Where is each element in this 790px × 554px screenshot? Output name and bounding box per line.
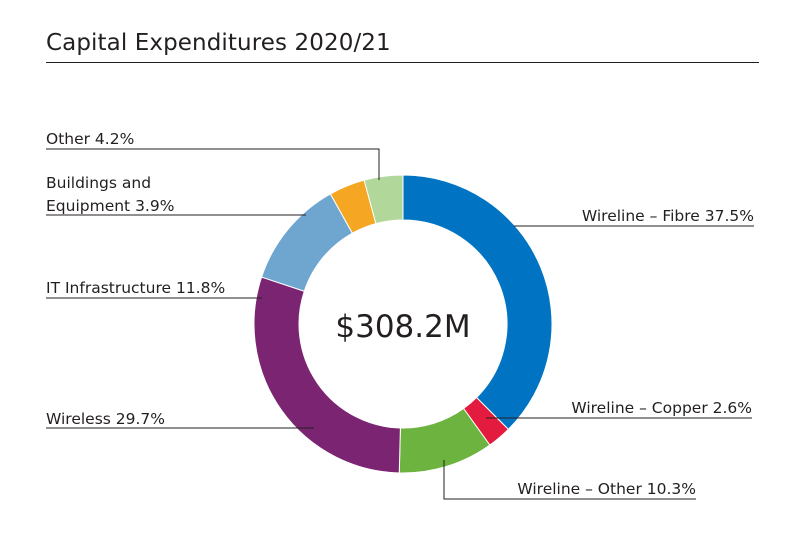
slice-label-buildings-line1: Buildings and [46,174,151,192]
slice-label-wireline-copper: Wireline – Copper 2.6% [571,399,752,417]
center-total-label: $308.2M [335,309,470,345]
slice-label-wireline-other: Wireline – Other 10.3% [517,480,696,498]
chart-title: Capital Expenditures 2020/21 [46,30,391,56]
label-leader-lines [46,148,754,500]
slice-label-it-infrastructure: IT Infrastructure 11.8% [46,279,225,297]
slice-label-wireline-fibre: Wireline – Fibre 37.5% [582,207,754,225]
donut-slices [253,174,553,474]
leader-wireline-other [443,460,696,500]
slice-wireless [253,276,401,474]
slice-label-buildings-line2: Equipment 3.9% [46,197,174,215]
slice-wireline-fibre [402,174,553,431]
leader-other [46,148,380,180]
slice-label-wireless: Wireless 29.7% [46,410,165,428]
slice-other [363,174,404,225]
title-divider [46,62,759,63]
slice-label-other: Other 4.2% [46,130,134,148]
